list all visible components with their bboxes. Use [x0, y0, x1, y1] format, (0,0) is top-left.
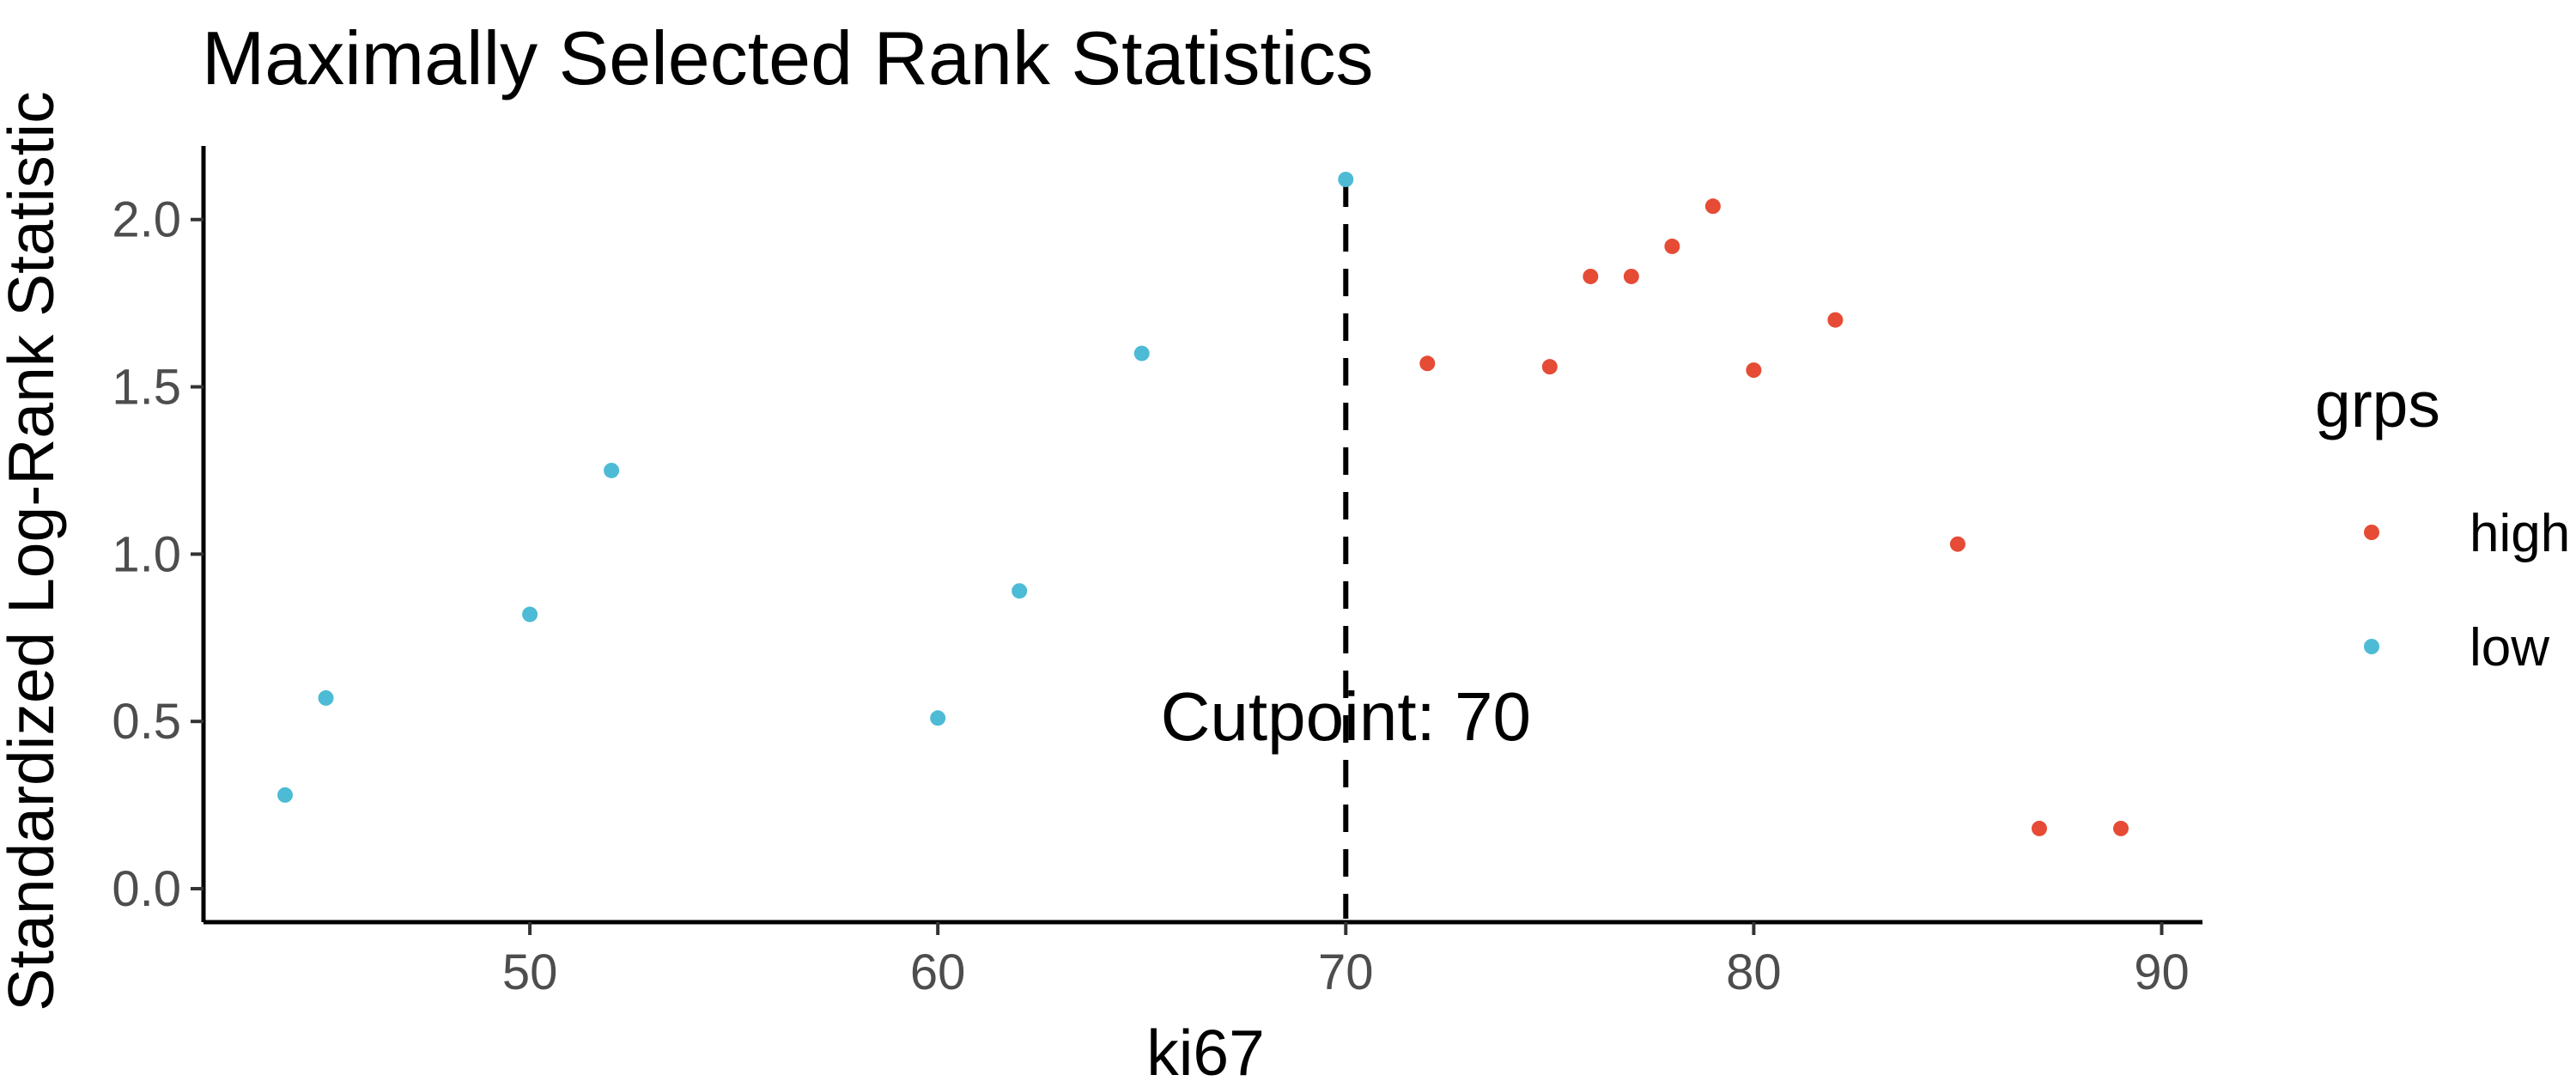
y-tick-label: 1.0	[112, 526, 181, 582]
data-point-high	[1746, 362, 1762, 379]
data-point-high	[1623, 268, 1639, 284]
x-tick-label: 90	[2134, 944, 2190, 1000]
cutpoint-annotation: Cutpoint: 70	[1161, 678, 1531, 755]
x-tick-label: 60	[910, 944, 966, 1000]
data-point-high	[1583, 268, 1599, 284]
data-point-low	[522, 606, 538, 622]
x-axis-title: ki67	[1146, 1017, 1265, 1081]
y-axis-title: Standardized Log-Rank Statistic	[0, 91, 67, 1011]
data-point-high	[1827, 312, 1844, 328]
legend-key-low	[2364, 639, 2379, 654]
x-tick-label: 70	[1318, 944, 1374, 1000]
data-point-high	[1664, 238, 1680, 254]
data-point-low	[277, 786, 294, 803]
data-point-high	[1704, 198, 1721, 215]
plot-area: 50 60 70 80 90 0.0 0.5 1.0 1.5 2.0 Cutpoint: 70	[112, 146, 2202, 1000]
legend: grps high low	[2315, 368, 2570, 677]
data-point-low	[604, 462, 620, 478]
x-tick-label: 80	[1726, 944, 1782, 1000]
data-point-high	[1949, 536, 1965, 552]
legend-key-high	[2364, 525, 2379, 540]
data-point-high	[2031, 820, 2047, 836]
data-point-low	[930, 710, 946, 726]
data-point-high	[1541, 359, 1558, 375]
y-tick-label: 2.0	[112, 192, 181, 248]
legend-label-low: low	[2470, 618, 2549, 677]
data-point-low	[1012, 583, 1028, 599]
legend-title: grps	[2315, 368, 2440, 440]
y-tick-label: 1.5	[112, 360, 181, 416]
data-point-high	[1419, 355, 1436, 372]
data-point-low	[318, 689, 334, 706]
x-tick-label: 50	[502, 944, 558, 1000]
data-point-low	[1133, 345, 1150, 361]
y-tick-label: 0.5	[112, 694, 181, 750]
y-tick-label: 0.0	[112, 861, 181, 917]
chart-title: Maximally Selected Rank Statistics	[202, 15, 1373, 100]
data-point-high	[2112, 820, 2129, 836]
data-point-low	[1338, 171, 1354, 187]
legend-label-high: high	[2470, 504, 2570, 563]
